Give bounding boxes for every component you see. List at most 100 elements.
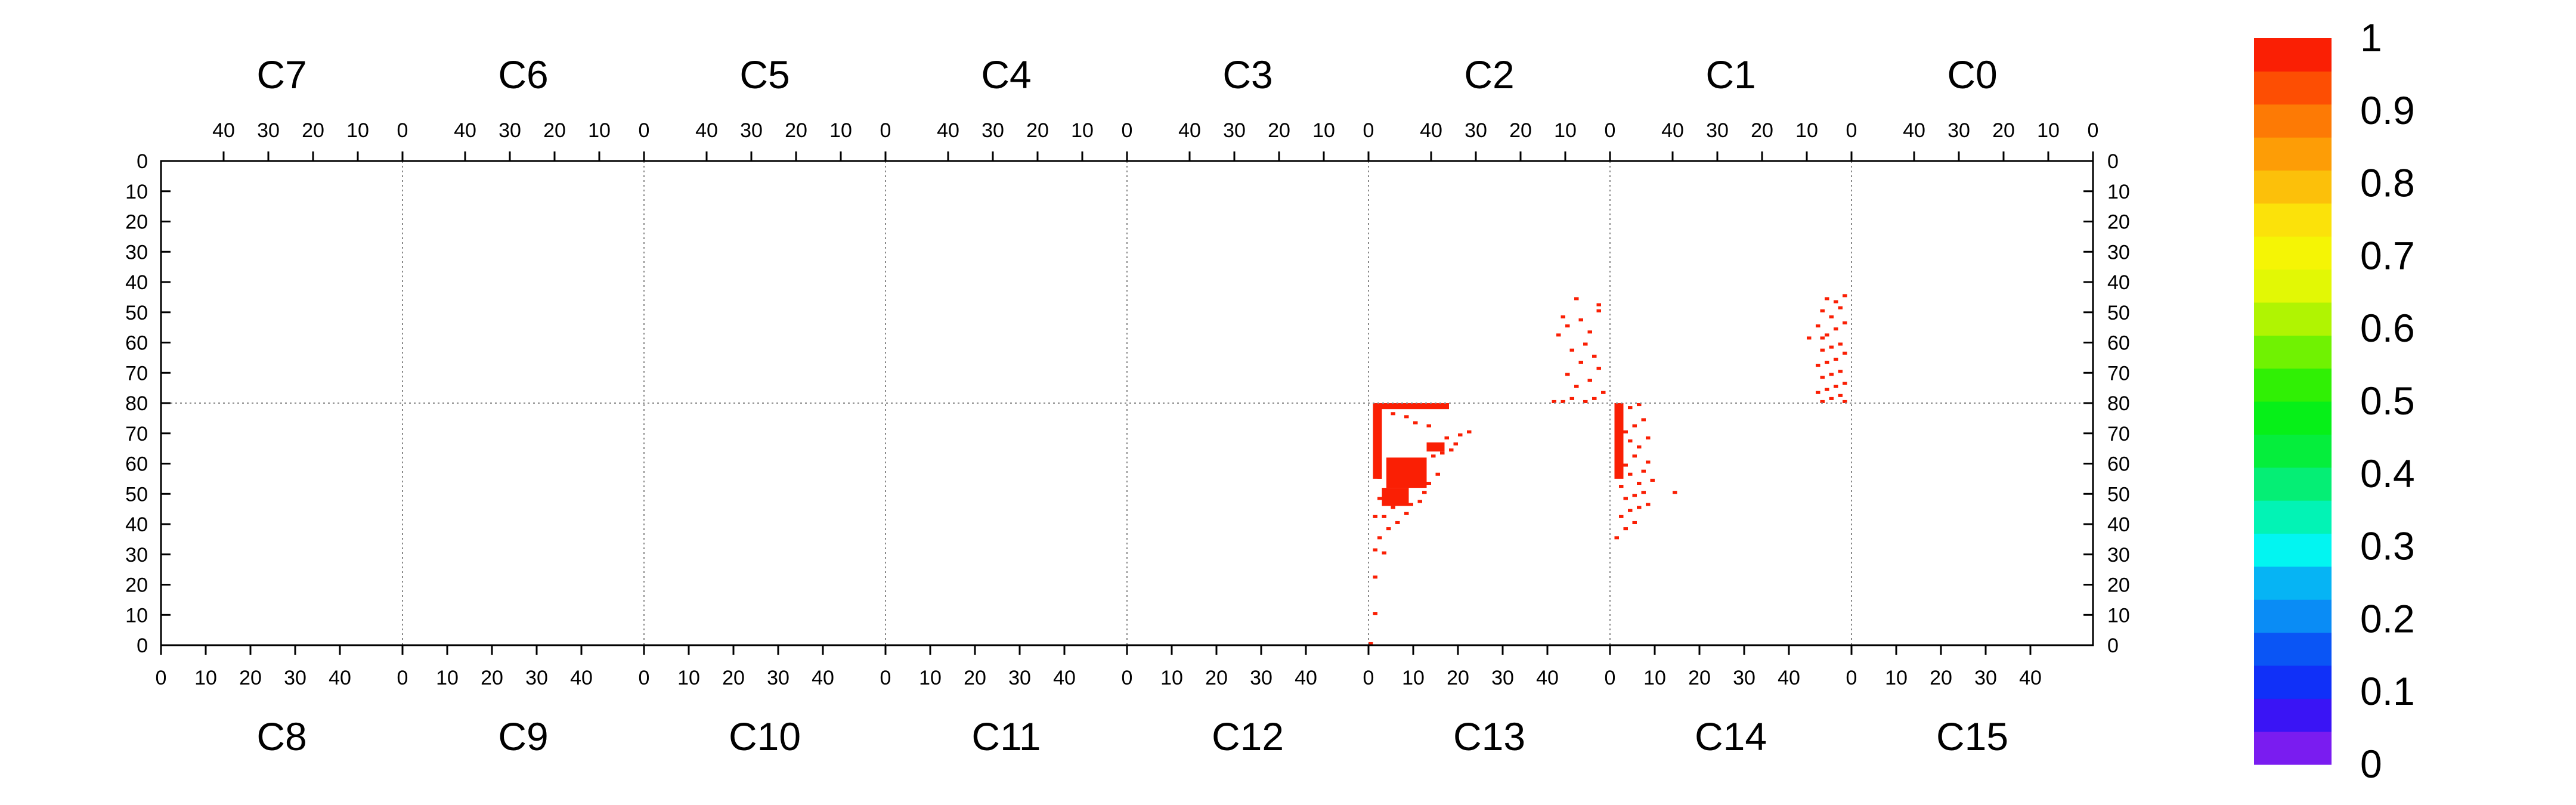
right-row-tick-label: 60	[2107, 453, 2130, 476]
hit-cell	[1552, 400, 1556, 403]
bottom-col-tick-label: 30	[525, 667, 548, 689]
top-col-tick-label: 30	[257, 119, 280, 142]
hit-cell	[1838, 306, 1843, 309]
top-col-tick-label: 20	[1268, 119, 1290, 142]
left-row-tick-label: 20	[125, 211, 148, 234]
colorbar-label: 0.7	[2360, 233, 2415, 277]
bottom-col-tick-label: 40	[1536, 667, 1559, 689]
bottom-chip-label: C11	[971, 714, 1041, 758]
hit-cell	[1458, 433, 1463, 436]
hit-cell	[1628, 439, 1633, 442]
hit-cell	[1565, 373, 1570, 376]
top-chip-label: C1	[1705, 52, 1755, 97]
bottom-col-tick-label: 30	[767, 667, 789, 689]
top-col-tick-label: 20	[1509, 119, 1532, 142]
right-row-tick-label: 0	[2107, 150, 2119, 173]
colorbar-segment	[2254, 335, 2332, 369]
right-row-tick-label: 40	[2107, 271, 2130, 294]
top-col-tick-label: 30	[499, 119, 521, 142]
right-row-tick-label: 30	[2107, 544, 2130, 566]
bottom-col-tick-label: 30	[1008, 667, 1031, 689]
hit-cell	[1632, 494, 1637, 497]
hit-cell	[1382, 551, 1386, 555]
top-col-tick-label: 40	[937, 119, 959, 142]
top-col-tick-label: 30	[1465, 119, 1487, 142]
hit-cell	[1641, 469, 1646, 473]
bottom-col-tick-label: 40	[1778, 667, 1800, 689]
top-chip-label: C4	[981, 52, 1031, 97]
hit-cell	[1578, 360, 1583, 364]
colorbar-segment	[2254, 71, 2332, 105]
top-col-tick-label: 0	[1846, 119, 1857, 142]
hit-cell	[1623, 527, 1628, 531]
bottom-col-tick-label: 40	[570, 667, 593, 689]
hit-cell	[1565, 324, 1570, 328]
colorbar-segment	[2254, 632, 2332, 666]
hit-cell	[1641, 418, 1646, 422]
right-row-tick-label: 60	[2107, 332, 2130, 355]
hit-cell	[1829, 315, 1834, 318]
hit-cell	[1650, 478, 1655, 482]
hit-cell	[1435, 472, 1440, 476]
colorbar-segment	[2254, 566, 2332, 600]
top-col-tick-label: 30	[1223, 119, 1246, 142]
top-col-tick-label: 0	[1122, 119, 1133, 142]
bottom-col-tick-label: 20	[964, 667, 986, 689]
hit-cell	[1574, 385, 1579, 388]
colorbar-segment	[2254, 698, 2332, 732]
hit-cell	[1820, 309, 1825, 312]
hit-cluster	[1373, 403, 1382, 479]
colorbar-segment	[2254, 731, 2332, 765]
hit-cell	[1444, 436, 1449, 439]
hit-cell	[1646, 436, 1651, 439]
bottom-col-tick-label: 10	[1885, 667, 1908, 689]
top-col-tick-label: 10	[346, 119, 369, 142]
top-col-tick-label: 20	[1026, 119, 1049, 142]
hit-cell	[1587, 379, 1592, 382]
hit-cell	[1587, 330, 1592, 334]
bottom-col-tick-label: 20	[481, 667, 503, 689]
bottom-col-tick-label: 0	[397, 667, 408, 689]
colorbar-segment	[2254, 104, 2332, 138]
top-col-tick-label: 40	[1420, 119, 1442, 142]
top-col-tick-label: 0	[1363, 119, 1374, 142]
left-row-tick-label: 70	[125, 423, 148, 445]
colorbar-label: 0.2	[2360, 596, 2415, 640]
bottom-col-tick-label: 10	[1160, 667, 1183, 689]
bottom-col-tick-label: 20	[1930, 667, 1952, 689]
hits-layer	[1368, 294, 1847, 645]
hit-cell	[1569, 348, 1574, 352]
top-col-tick-label: 10	[829, 119, 852, 142]
bottom-col-tick-label: 30	[284, 667, 306, 689]
hit-cell	[1440, 451, 1445, 455]
bottom-col-tick-label: 10	[677, 667, 700, 689]
hit-cell	[1391, 412, 1395, 416]
bottom-chip-label: C15	[1936, 714, 2008, 758]
top-chip-label: C7	[256, 52, 306, 97]
colorbar-segment	[2254, 599, 2332, 633]
bottom-col-tick-label: 20	[722, 667, 745, 689]
left-row-tick-label: 0	[137, 150, 148, 173]
hit-cell	[1820, 400, 1825, 403]
top-col-tick-label: 40	[1903, 119, 1925, 142]
colorbar-segment	[2254, 665, 2332, 699]
hit-cell	[1426, 424, 1431, 428]
hit-cluster	[1373, 403, 1449, 410]
hit-cell	[1632, 424, 1637, 428]
colorbar-label: 0.4	[2360, 451, 2415, 496]
top-col-tick-label: 30	[1706, 119, 1729, 142]
bottom-col-tick-label: 20	[239, 667, 262, 689]
colorbar-segment	[2254, 401, 2332, 435]
hit-cell	[1561, 400, 1565, 403]
right-row-tick-label: 70	[2107, 362, 2130, 385]
hit-cell	[1596, 303, 1601, 306]
hit-cell	[1377, 454, 1382, 458]
hit-cell	[1574, 297, 1579, 301]
hit-cell	[1422, 491, 1427, 494]
hit-cell	[1596, 309, 1601, 312]
bottom-col-tick-label: 0	[156, 667, 167, 689]
top-col-tick-label: 30	[1948, 119, 1970, 142]
hit-cell	[1467, 430, 1472, 434]
right-row-tick-label: 20	[2107, 211, 2130, 234]
ticks-layer	[160, 151, 2094, 655]
